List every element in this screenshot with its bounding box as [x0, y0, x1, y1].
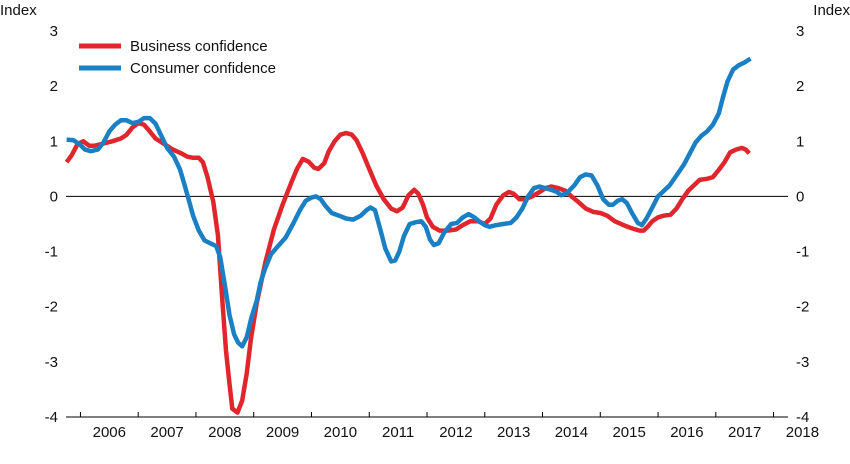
x-tick-label: 2008 [208, 424, 241, 441]
legend-label: Business confidence [130, 38, 268, 55]
y-axis-unit-right: Index [813, 2, 850, 19]
y-axis-unit-left: Index [0, 2, 37, 19]
y-tick-label-right: 0 [796, 188, 804, 205]
y-tick-label-right: 1 [796, 133, 804, 150]
legend: Business confidence Consumer confidence [79, 38, 276, 77]
y-tick-label-right: -2 [796, 299, 809, 316]
series-line-business-confidence [64, 120, 751, 415]
legend-label: Consumer confidence [130, 60, 276, 77]
y-tick-label-right: -3 [796, 354, 809, 371]
y-tick-label-left: 1 [50, 133, 58, 150]
x-tick-label: 2016 [670, 424, 703, 441]
x-tick-label: 2017 [728, 424, 761, 441]
x-tick-label: 2015 [612, 424, 645, 441]
y-tick-label-right: 3 [796, 23, 804, 40]
series-line-consumer-confidence [66, 56, 752, 349]
y-tick-label-left: -4 [45, 409, 58, 426]
y-tick-label-left: 0 [50, 188, 58, 205]
x-axis: 2006 2007 2008 2009 2010 2011 2012 2013 2014 2015… [79, 412, 819, 441]
x-tick-label: 2014 [555, 424, 588, 441]
x-tick-label: 2012 [439, 424, 472, 441]
x-tick-label: 2011 [382, 424, 414, 441]
y-tick-label-left: -2 [45, 299, 58, 316]
y-tick-label-right: -4 [796, 409, 809, 426]
series-lines [64, 56, 752, 415]
y-tick-label-left: 3 [50, 23, 58, 40]
x-tick-label: 2018 [786, 424, 819, 441]
y-axis-left: 3 2 1 0 -1 -2 -3 -4 [45, 23, 58, 426]
y-tick-label-right: 2 [796, 78, 804, 95]
y-tick-label-right: -1 [796, 244, 809, 261]
y-axis-right: 3 2 1 0 -1 -2 -3 -4 [796, 23, 809, 426]
x-tick-label: 2010 [324, 424, 357, 441]
x-tick-label: 2006 [93, 424, 126, 441]
x-tick-label: 2013 [497, 424, 530, 441]
y-tick-label-left: 2 [50, 78, 58, 95]
x-tick-label: 2009 [266, 424, 299, 441]
y-tick-label-left: -1 [45, 244, 58, 261]
x-tick-label: 2007 [150, 424, 183, 441]
y-tick-label-left: -3 [45, 354, 58, 371]
